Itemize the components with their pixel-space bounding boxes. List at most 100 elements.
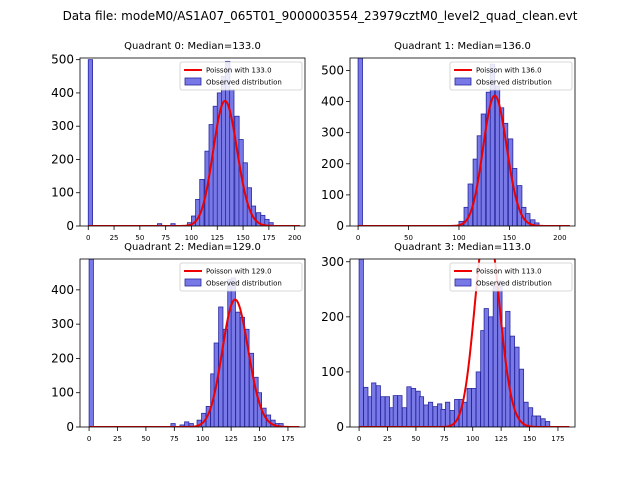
y-tick-label: 0 (336, 219, 344, 233)
panel-title: Quadrant 0: Median=133.0 (124, 41, 261, 52)
histogram-bar (440, 408, 446, 427)
x-tick-label: 50 (411, 435, 420, 443)
y-tick-label: 0 (66, 219, 74, 233)
histogram-bar (220, 75, 227, 226)
histogram-bar (88, 259, 94, 427)
y-tick-label: 300 (321, 255, 344, 269)
x-tick-label: 50 (135, 234, 144, 242)
figure-title: Data file: modeM0/AS1A07_065T01_90000035… (63, 9, 578, 23)
histogram-bar (467, 183, 473, 226)
x-tick-label: 125 (211, 234, 224, 242)
histogram-bar (518, 368, 525, 427)
poisson-curve (358, 94, 570, 226)
legend-label-observed: Observed distribution (206, 79, 282, 87)
histogram-bar (445, 401, 451, 427)
legend-box (179, 262, 303, 292)
x-tick-label: 175 (551, 435, 564, 443)
histogram-bar (523, 401, 529, 427)
y-tick-label: 500 (321, 63, 344, 77)
histogram-bar (401, 407, 407, 427)
histogram-bar (371, 382, 377, 427)
legend-label-poisson: Poisson with 136.0 (476, 67, 542, 75)
axes-frame (349, 57, 576, 227)
histogram-bar (278, 423, 284, 427)
poisson-curve (88, 99, 300, 226)
histogram-bar (357, 58, 363, 226)
x-tick-label: 175 (262, 234, 275, 242)
x-tick-label: 100 (466, 435, 479, 443)
panel-quadrant-1: Quadrant 1: Median=136.00100200300400500… (321, 41, 576, 242)
histogram-bar (375, 385, 381, 427)
histogram-bar (170, 423, 176, 427)
y-tick-label: 0 (336, 420, 344, 434)
histogram-bar (466, 388, 472, 427)
legend-bar-swatch (454, 278, 472, 287)
x-tick-label: 125 (494, 435, 507, 443)
x-tick-label: 150 (236, 234, 249, 242)
histogram-bar (384, 396, 390, 427)
histogram-bar (531, 415, 537, 427)
legend: Poisson with 113.0 Observed distribution (449, 262, 573, 292)
y-tick-label: 400 (51, 283, 74, 297)
axes-frame (349, 258, 576, 428)
histogram-bar (509, 335, 515, 427)
y-tick-label: 100 (321, 188, 344, 202)
legend: Poisson with 133.0 Observed distribution (179, 61, 303, 91)
histogram-bar (483, 308, 489, 427)
histogram-bar (423, 404, 429, 427)
x-tick-label: 50 (404, 234, 413, 242)
y-tick-label: 100 (321, 365, 344, 379)
y-tick-label: 500 (51, 53, 74, 67)
legend-bar-swatch (184, 278, 202, 287)
plot-area (87, 59, 300, 226)
x-tick-label: 0 (357, 435, 361, 443)
histogram-bar (235, 311, 241, 427)
x-tick-label: 75 (170, 435, 179, 443)
legend-label-observed: Observed distribution (206, 280, 282, 288)
legend-box (449, 262, 573, 292)
histogram-bar (410, 388, 417, 427)
x-tick-label: 25 (113, 435, 122, 443)
histogram-bar (480, 113, 487, 226)
panel-title: Quadrant 1: Median=136.0 (394, 41, 531, 52)
legend-label-observed: Observed distribution (476, 280, 552, 288)
y-tick-label: 300 (321, 126, 344, 140)
legend-label-poisson: Poisson with 129.0 (206, 268, 272, 276)
histogram-bar (188, 423, 194, 427)
histogram-bar (234, 115, 240, 226)
y-tick-label: 300 (51, 119, 74, 133)
legend-label-poisson: Poisson with 133.0 (206, 67, 272, 75)
histogram-bar (239, 316, 245, 427)
y-tick-label: 0 (66, 420, 74, 434)
x-tick-label: 150 (503, 234, 516, 242)
panel-title: Quadrant 3: Median=113.0 (394, 242, 531, 253)
axes-frame (79, 57, 306, 227)
x-tick-label: 150 (523, 435, 536, 443)
subplots-container: Quadrant 0: Median=133.00100200300400500… (51, 41, 576, 443)
y-tick-label: 300 (51, 317, 74, 331)
legend-label-observed: Observed distribution (476, 79, 552, 87)
plot-area (358, 259, 570, 427)
x-tick-label: 200 (553, 234, 566, 242)
x-tick-label: 100 (452, 234, 465, 242)
y-tick-label: 200 (51, 152, 74, 166)
x-tick-label: 200 (288, 234, 301, 242)
x-tick-label: 0 (356, 234, 360, 242)
histogram-bar (380, 396, 386, 427)
legend-label-poisson: Poisson with 113.0 (476, 268, 542, 276)
x-tick-label: 175 (281, 435, 294, 443)
histogram-bar (471, 388, 477, 427)
histogram-bar (540, 418, 546, 427)
x-tick-label: 0 (87, 435, 91, 443)
x-tick-label: 100 (196, 435, 209, 443)
histogram-bar (397, 395, 403, 427)
panel-title: Quadrant 2: Median=129.0 (124, 242, 261, 253)
legend-box (449, 61, 573, 91)
legend: Poisson with 136.0 Observed distribution (449, 61, 573, 91)
x-tick-label: 0 (86, 234, 90, 242)
y-tick-label: 400 (321, 95, 344, 109)
x-tick-label: 100 (185, 234, 198, 242)
histogram-bar (428, 401, 434, 427)
x-tick-label: 75 (440, 435, 449, 443)
